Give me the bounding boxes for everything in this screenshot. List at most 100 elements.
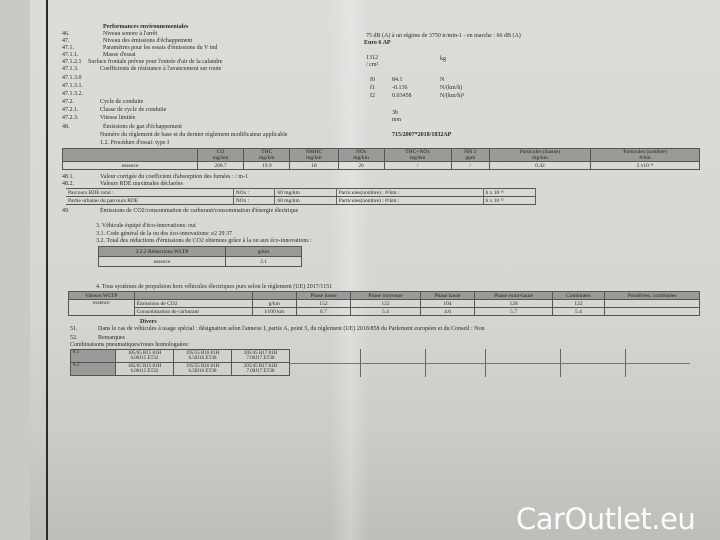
header-cell: CO mg/km xyxy=(196,148,245,162)
row-num: 51. xyxy=(70,326,78,332)
header-cell: Phase haute xyxy=(419,291,476,300)
empty-header xyxy=(62,148,198,162)
row-label: Consommation de carburant xyxy=(133,307,254,316)
tyre-size: 185/65 R15 81H xyxy=(127,351,162,356)
value-cell: 3 x10 ¹¹ xyxy=(590,161,700,170)
row-num: 47.1.3.2. xyxy=(62,91,83,97)
row-label: Surface frontale prévue pour l'entrée d'… xyxy=(88,59,223,65)
value-cell: 5.4 xyxy=(551,307,606,316)
value-cell: 128 xyxy=(474,299,553,308)
header-cell xyxy=(252,291,297,300)
value-cell: 104 xyxy=(419,299,476,308)
f2-symbol: f2 xyxy=(370,93,375,99)
noise-value: 75 dB (A) à un régime de 3750 tr/min-1 -… xyxy=(366,33,521,39)
header-name: NH 3 xyxy=(464,149,477,155)
paper-fold xyxy=(330,0,370,540)
header-row: Valeurs WLTP Phase basse Phase moyenne Phas… xyxy=(68,291,700,300)
header-name: Particules (masse) xyxy=(519,149,561,155)
value-cell: / xyxy=(383,161,452,170)
f1-symbol: f1 xyxy=(370,85,375,91)
header-unit: mg/km xyxy=(409,155,426,161)
f0-unit: N xyxy=(440,77,445,83)
row-num: 47.1. xyxy=(62,45,74,51)
tyre-cell: 205/45 R17 81H 7.00J17 ET38 xyxy=(231,349,290,363)
unit-cell: g/km xyxy=(252,299,297,308)
wltp-intro: 4. Tous systèmes de propulsion hors véhi… xyxy=(96,284,333,290)
row-num: 49. xyxy=(62,208,70,214)
row-num: 47.2.1. xyxy=(62,107,79,113)
f2-value: 0.03458 xyxy=(392,93,412,99)
row-label: Masse d'essai xyxy=(103,52,136,58)
emissions-table: CO mg/km THC mg/km NMHC mg/km NOx mg/km THC+NOx m… xyxy=(62,148,700,170)
row-num: 46. xyxy=(62,31,70,37)
wltp-table: Valeurs WLTP Phase basse Phase moyenne Phas… xyxy=(68,291,700,316)
row-num: 47.2.3. xyxy=(62,115,79,121)
value-cell xyxy=(604,307,700,316)
header-cell: 3.2.2 Réductions WLTP xyxy=(98,246,226,257)
header-cell: Phase extra-haute xyxy=(474,291,553,300)
value-cell: 0.42 xyxy=(488,161,592,170)
rim-size: 6.00J15 ET32 xyxy=(130,369,159,374)
tyre-size: 195/55 R16 81H xyxy=(185,364,220,369)
table-row: 8.1 185/65 R15 81H 6.00J15 ET32 195/55 R16 … xyxy=(70,349,290,363)
header-cell: g/km xyxy=(225,246,302,257)
table-row: Consommation de carburant l/100 km 6.7 5.4 4… xyxy=(69,307,700,316)
rde-cell: 60 mg/km xyxy=(274,196,337,205)
regulation-value: 715/2007*2018/1832AP xyxy=(392,132,452,138)
row-label: Valeurs RDE maximales déclarées xyxy=(100,181,183,187)
value-cell: 2.1 xyxy=(225,256,302,267)
cycle-class-value: 3b xyxy=(392,110,398,116)
row-label: Vitesse limitée xyxy=(100,115,136,121)
mass-unit: kg xyxy=(440,56,446,62)
rim-size: 7.00J17 ET38 xyxy=(246,369,275,374)
row-label: Émissions de CO2 xyxy=(133,299,254,308)
tyre-id: 8.1 xyxy=(70,349,116,363)
row-num: 47.2. xyxy=(62,99,74,105)
table-row: Partie urbaine du parcours RDE NOx :60 mg… xyxy=(66,196,537,205)
tyre-id: 8.2 xyxy=(70,362,116,376)
rim-size: 6.50J16 ET38 xyxy=(188,356,217,361)
tyre-size: 185/65 R15 81H xyxy=(127,364,162,369)
table-row: Parcours RDE total : NOx :60 mg/km Particu… xyxy=(66,188,537,197)
header-cell xyxy=(133,291,254,300)
row-label: Dans le cas de véhicules à usage spécial… xyxy=(98,326,485,332)
rde-cell: Particules(nombre) : #/km : xyxy=(336,196,484,205)
euro-value: Euro 6 AP xyxy=(364,40,391,46)
header-name: NMHC xyxy=(305,149,323,155)
tyre-cell: 195/55 R16 81H 6.50J16 ET38 xyxy=(173,362,232,376)
value-cell xyxy=(604,299,700,308)
value-cell: 26 xyxy=(337,161,385,170)
header-unit: ppm xyxy=(465,155,476,161)
tyre-size: 195/55 R16 81H xyxy=(185,351,220,356)
value-cell: / xyxy=(450,161,490,170)
mass-value: 1312 xyxy=(366,55,378,61)
row-num: 48.1. xyxy=(62,174,74,180)
f1-value: -0.136 xyxy=(392,85,408,91)
header-name: CO xyxy=(216,149,225,155)
tyre-cell: 185/65 R15 81H 6.00J15 ET32 xyxy=(115,349,174,363)
row-num: 47.1.2.1 xyxy=(62,59,82,65)
surface-value: / cm² xyxy=(366,62,379,68)
value-cell: 19.9 xyxy=(243,161,291,170)
rde-cell: NOx : xyxy=(233,188,276,197)
rim-size: 7.00J17 ET38 xyxy=(246,356,275,361)
header-cell: NOx mg/km xyxy=(337,148,385,162)
fuel-cell: essence xyxy=(98,256,226,267)
rde-cell: Parcours RDE total : xyxy=(66,188,234,197)
header-cell: Particules (masse) mg/km xyxy=(488,148,592,162)
row-label: Niveau sonore à l'arrêt xyxy=(103,31,158,37)
rde-cell: 6 x 10 ¹¹ xyxy=(483,188,537,197)
value-cell: 5.7 xyxy=(474,307,553,316)
header-cell: NMHC mg/km xyxy=(289,148,339,162)
unit-cell: l/100 km xyxy=(252,307,297,316)
value-cell: 5.4 xyxy=(350,307,421,316)
rde-cell: 6 x 10 ¹¹ xyxy=(483,196,537,205)
header-name: THC+NOx xyxy=(405,149,431,155)
tyre-cell: 205/45 R17 81H 7.00J17 ET38 xyxy=(231,362,290,376)
eco-reduction-table: 3.2.2 Réductions WLTP g/km essence 2.1 xyxy=(98,246,302,267)
procedure-label: 1.2. Procédure d'essai: type I xyxy=(100,140,170,146)
f0-symbol: f0 xyxy=(370,77,375,83)
tyre-cell: 195/55 R16 81H 6.50J16 ET38 xyxy=(173,349,232,363)
row-label: Classe de cycle de conduite xyxy=(100,107,167,113)
row-num: 47.1.3.0 xyxy=(62,75,82,81)
